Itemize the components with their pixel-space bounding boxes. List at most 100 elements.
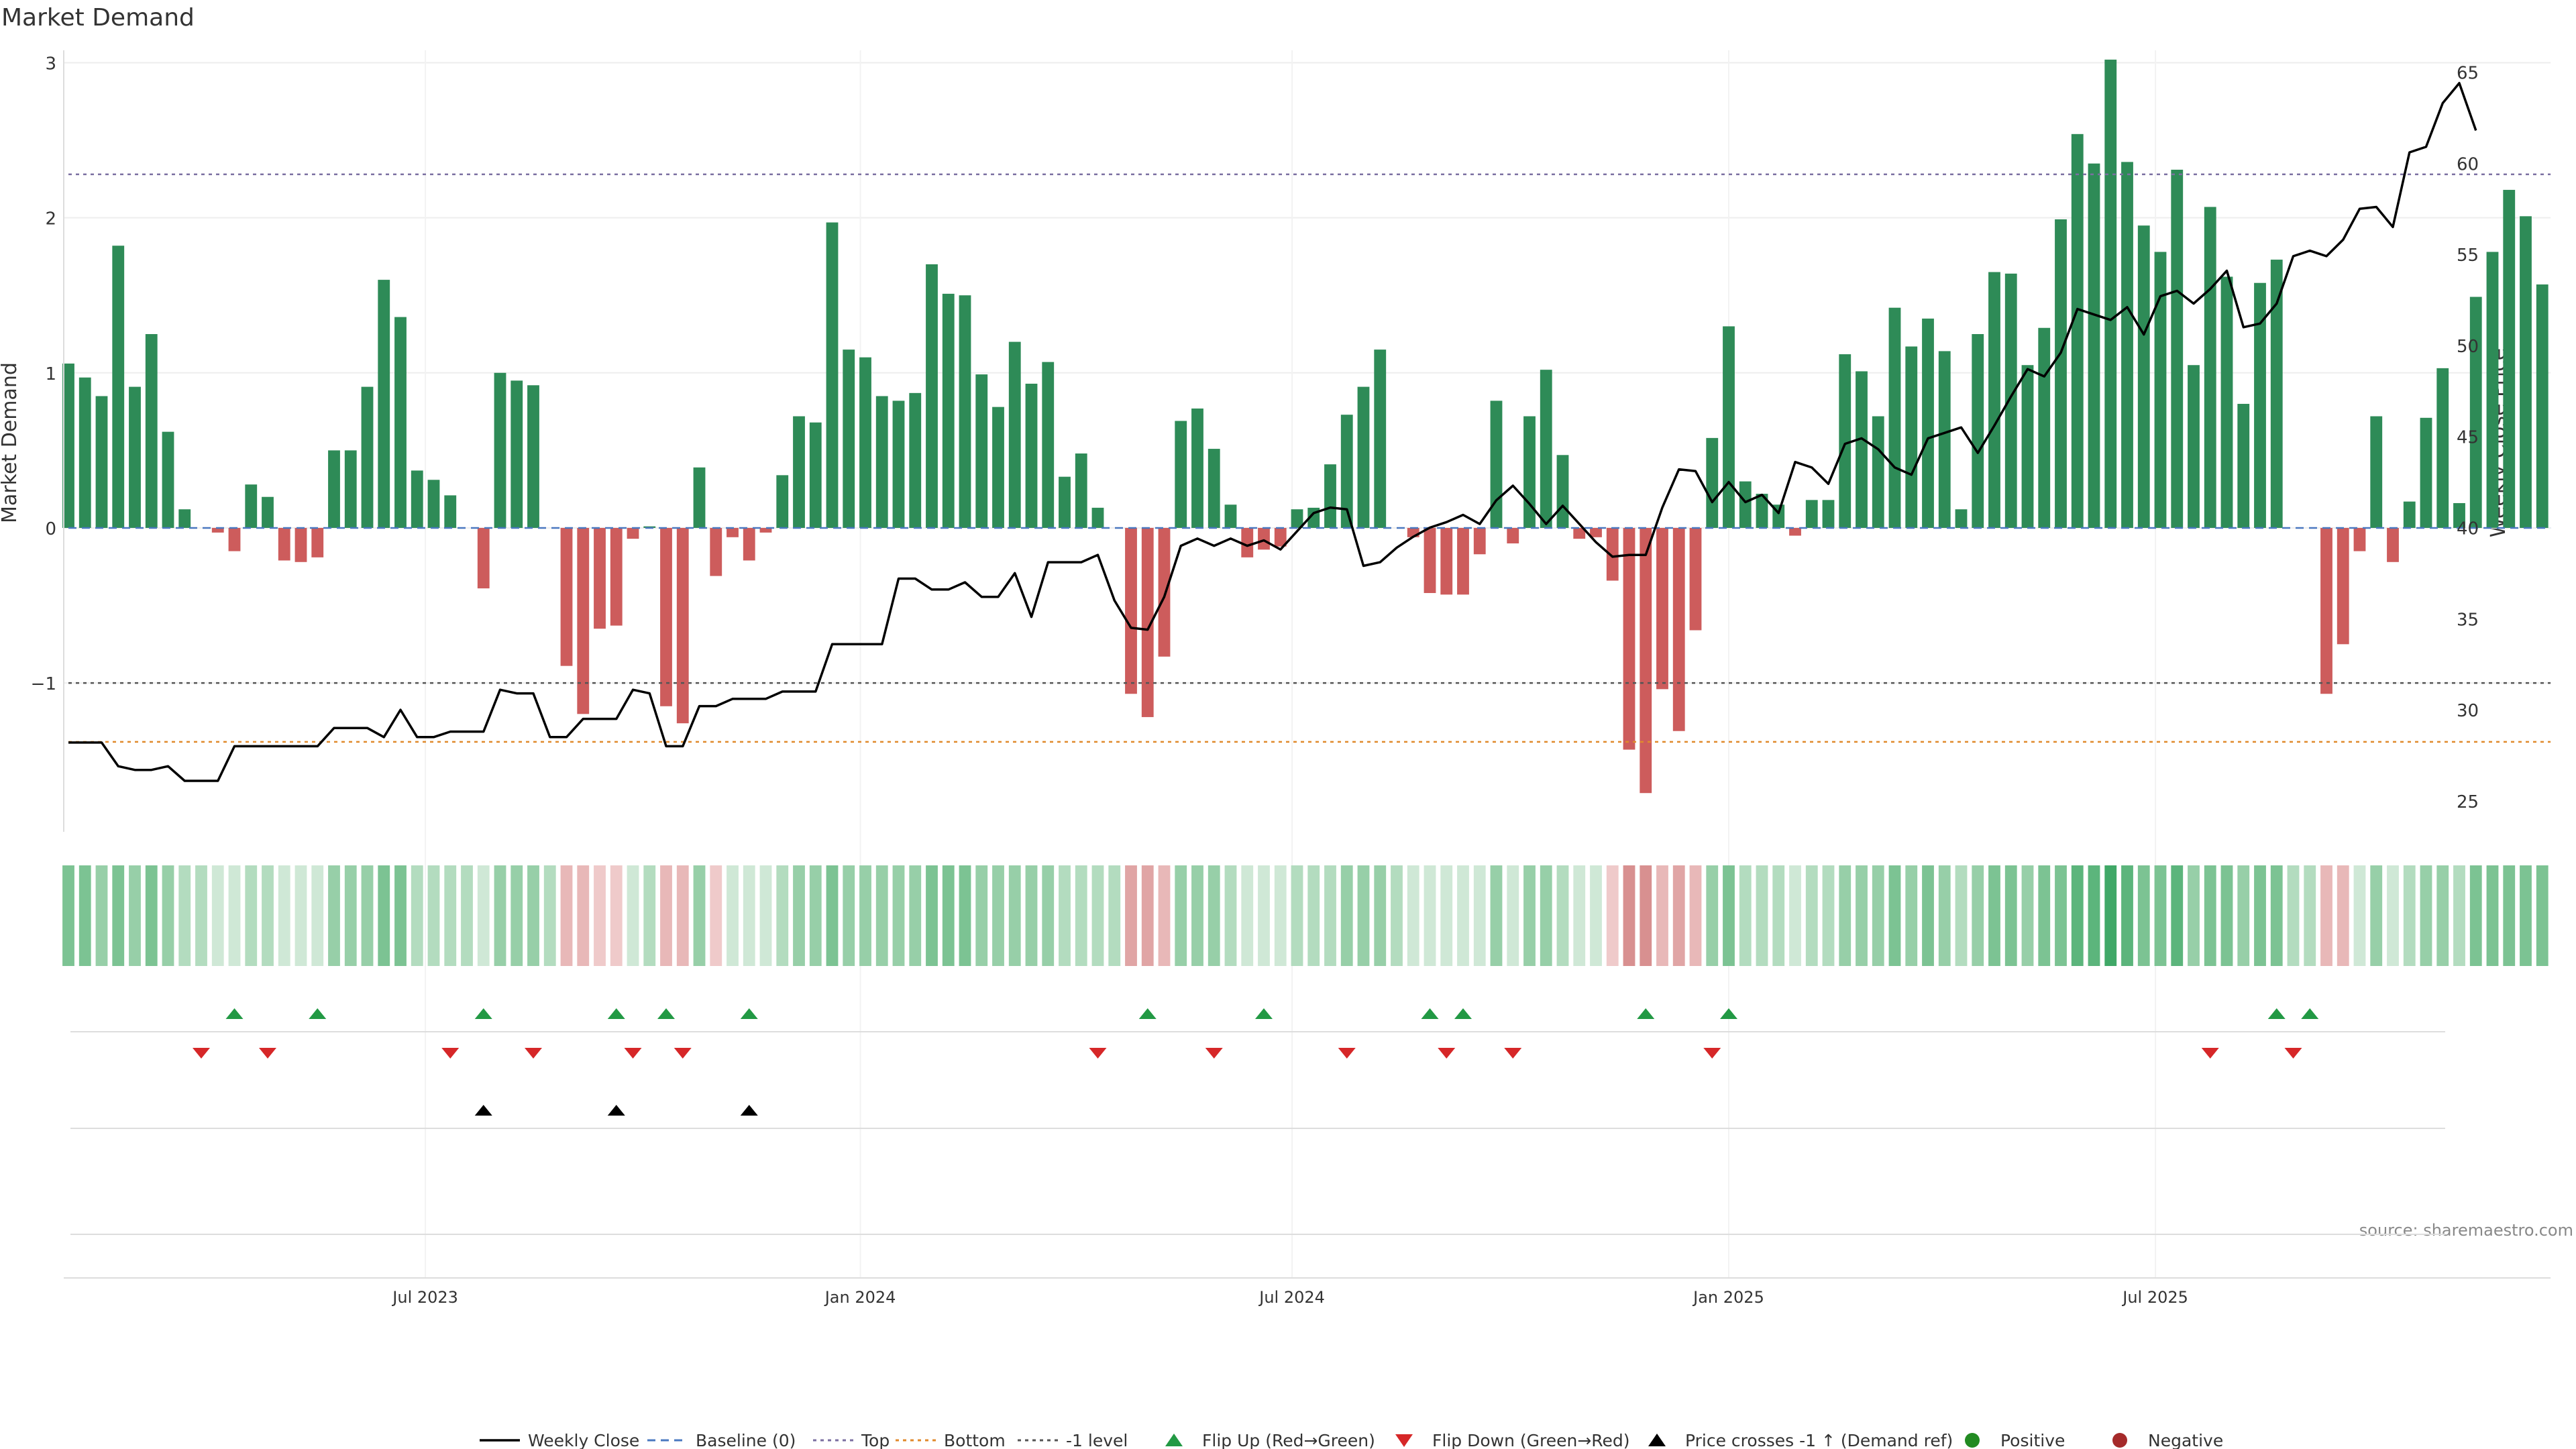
strength-cell bbox=[245, 865, 258, 966]
demand-bar bbox=[2387, 527, 2399, 562]
demand-bar bbox=[1224, 504, 1237, 528]
demand-bar bbox=[1158, 527, 1171, 657]
demand-bar bbox=[975, 374, 988, 528]
strength-cell bbox=[2254, 865, 2266, 966]
strength-cell bbox=[1407, 865, 1419, 966]
demand-bar bbox=[1208, 449, 1220, 528]
demand-bar bbox=[427, 480, 440, 528]
demand-bar bbox=[1008, 341, 1021, 528]
demand-bar bbox=[1141, 527, 1154, 717]
demand-bar bbox=[2270, 260, 2283, 528]
x-tick-label: Jan 2025 bbox=[1692, 1288, 1764, 1307]
demand-bar bbox=[1440, 527, 1453, 595]
strength-cell bbox=[1656, 865, 1668, 966]
strength-cell bbox=[1008, 865, 1021, 966]
legend: Weekly Close Baseline (0) Top Bottom -1 leve… bbox=[480, 1431, 2223, 1449]
flip-up-marker bbox=[225, 1008, 244, 1019]
demand-bar bbox=[1507, 527, 1519, 544]
strength-cell bbox=[378, 865, 390, 966]
flip-up-marker bbox=[657, 1008, 675, 1019]
strength-cell bbox=[1955, 865, 1968, 966]
strength-strip bbox=[62, 865, 2548, 966]
strength-cell bbox=[2154, 865, 2167, 966]
strength-cell bbox=[1158, 865, 1171, 966]
flip-down-marker bbox=[674, 1048, 692, 1059]
demand-bar bbox=[2121, 162, 2133, 528]
demand-bar bbox=[2071, 133, 2084, 528]
strength-cell bbox=[1059, 865, 1071, 966]
demand-bar bbox=[1490, 400, 1503, 528]
strength-cell bbox=[1241, 865, 1254, 966]
y2-tick-label: 30 bbox=[2457, 701, 2479, 721]
y2-tick-label: 40 bbox=[2457, 519, 2479, 539]
strength-cell bbox=[843, 865, 855, 966]
flip-up-marker bbox=[2301, 1008, 2319, 1019]
demand-bar bbox=[62, 363, 74, 528]
demand-bar bbox=[2254, 282, 2266, 528]
demand-bar bbox=[1689, 527, 1702, 631]
demand-bar bbox=[1938, 351, 1951, 528]
demand-bar bbox=[2420, 417, 2432, 528]
strength-cell bbox=[1457, 865, 1469, 966]
demand-bar bbox=[2536, 284, 2548, 528]
demand-bar bbox=[361, 386, 374, 528]
demand-bar bbox=[826, 222, 839, 528]
demand-bar bbox=[1606, 527, 1619, 581]
demand-bar bbox=[344, 450, 357, 528]
price-cross-marker bbox=[474, 1105, 492, 1116]
price-cross-marker bbox=[740, 1105, 758, 1116]
strength-cell bbox=[1573, 865, 1586, 966]
demand-bar bbox=[1291, 509, 1303, 528]
strength-cell bbox=[2188, 865, 2200, 966]
strength-cell bbox=[2104, 865, 2117, 966]
strength-cell bbox=[859, 865, 871, 966]
flip-down-marker bbox=[1703, 1048, 1721, 1059]
strength-cell bbox=[1590, 865, 1602, 966]
strength-cell bbox=[1440, 865, 1453, 966]
strength-cell bbox=[1374, 865, 1387, 966]
demand-bar bbox=[676, 527, 689, 724]
strength-cell bbox=[2137, 865, 2150, 966]
strength-cell bbox=[311, 865, 324, 966]
legend-label: Weekly Close bbox=[528, 1431, 639, 1449]
strength-cell bbox=[2171, 865, 2184, 966]
y2-tick-label: 35 bbox=[2457, 610, 2479, 630]
grid-layer bbox=[64, 50, 2551, 1278]
demand-bar bbox=[2154, 252, 2167, 528]
strength-cell bbox=[1606, 865, 1619, 966]
demand-bar bbox=[992, 407, 1004, 528]
strength-cell bbox=[1556, 865, 1569, 966]
strength-cell bbox=[527, 865, 539, 966]
demand-bar bbox=[2038, 327, 2051, 528]
demand-bar bbox=[560, 527, 573, 666]
demand-bar bbox=[909, 392, 922, 528]
demand-bar bbox=[1590, 527, 1602, 537]
demand-bar bbox=[2370, 416, 2383, 528]
demand-bar bbox=[162, 431, 174, 528]
strength-cell bbox=[344, 865, 357, 966]
strength-cell bbox=[494, 865, 506, 966]
demand-bar bbox=[1059, 476, 1071, 528]
legend-label: Flip Up (Red→Green) bbox=[1202, 1431, 1375, 1449]
strength-cell bbox=[1224, 865, 1237, 966]
strength-cell bbox=[2220, 865, 2233, 966]
x-tick-label: Jul 2024 bbox=[1258, 1288, 1325, 1307]
strength-cell bbox=[1739, 865, 1752, 966]
y-tick-label: 3 bbox=[45, 54, 56, 74]
price-line-layer bbox=[68, 82, 2477, 782]
demand-bar bbox=[511, 380, 523, 528]
demand-bar bbox=[1905, 346, 1918, 528]
strength-cell bbox=[2469, 865, 2482, 966]
strength-cell bbox=[129, 865, 141, 966]
demand-bar bbox=[710, 527, 722, 576]
demand-bar bbox=[311, 527, 324, 557]
flip-up-marker bbox=[607, 1008, 625, 1019]
strength-cell bbox=[959, 865, 971, 966]
strength-cell bbox=[2520, 865, 2532, 966]
strength-cell bbox=[211, 865, 224, 966]
demand-bar bbox=[793, 416, 805, 528]
strength-cell bbox=[2453, 865, 2465, 966]
flip-up-marker bbox=[1255, 1008, 1273, 1019]
strength-cell bbox=[145, 865, 158, 966]
demand-bar bbox=[1523, 416, 1536, 528]
